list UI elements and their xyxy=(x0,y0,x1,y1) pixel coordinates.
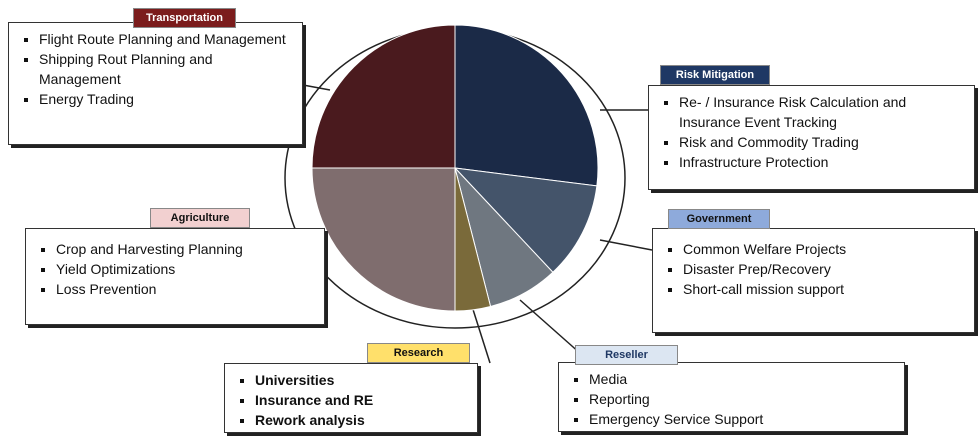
bullet-item: Media xyxy=(589,369,894,389)
pie-slice xyxy=(311,167,456,312)
bullet-item: Energy Trading xyxy=(39,89,292,109)
bullet-item: Insurance and RE xyxy=(255,390,467,410)
bullet-item: Infrastructure Protection xyxy=(679,152,964,172)
pie-slice xyxy=(454,24,599,187)
bullet-item: Flight Route Planning and Management xyxy=(39,29,292,49)
bullet-item: Emergency Service Support xyxy=(589,409,894,429)
bullet-list: MediaReportingEmergency Service Support xyxy=(589,369,894,429)
bullet-item: Disaster Prep/Recovery xyxy=(683,259,964,279)
bullet-list: Flight Route Planning and ManagementShip… xyxy=(39,29,292,109)
bullet-item: Loss Prevention xyxy=(56,279,314,299)
bullet-item: Rework analysis xyxy=(255,410,467,430)
connector xyxy=(302,84,331,91)
callout-box: Crop and Harvesting PlanningYield Optimi… xyxy=(25,228,325,325)
connector xyxy=(469,299,491,364)
callout-label: Agriculture xyxy=(150,208,250,228)
connector xyxy=(599,239,653,251)
bullet-item: Shipping Rout Planning and Management xyxy=(39,49,292,89)
callout-label: Transportation xyxy=(133,8,236,28)
bullet-item: Common Welfare Projects xyxy=(683,239,964,259)
bullet-item: Crop and Harvesting Planning xyxy=(56,239,314,259)
callout-label: Research xyxy=(367,343,470,363)
callout-box: MediaReportingEmergency Service Support xyxy=(558,362,905,432)
bullet-item: Reporting xyxy=(589,389,894,409)
bullet-item: Risk and Commodity Trading xyxy=(679,132,964,152)
pie-slice xyxy=(453,167,598,273)
callout-label: Reseller xyxy=(575,345,678,365)
pie-slice xyxy=(311,24,456,169)
bullet-list: Re- / Insurance Risk Calculation and Ins… xyxy=(679,92,964,172)
pie xyxy=(311,24,599,312)
bullet-item: Short-call mission support xyxy=(683,279,964,299)
bullet-list: UniversitiesInsurance and RERework analy… xyxy=(255,370,467,430)
bullet-item: Re- / Insurance Risk Calculation and Ins… xyxy=(679,92,964,132)
bullet-list: Crop and Harvesting PlanningYield Optimi… xyxy=(56,239,314,299)
callout-box: Flight Route Planning and ManagementShip… xyxy=(8,22,303,145)
callout-box: Common Welfare ProjectsDisaster Prep/Rec… xyxy=(652,228,975,333)
callout-label: Risk Mitigation xyxy=(660,65,770,85)
bullet-item: Universities xyxy=(255,370,467,390)
callout-box: UniversitiesInsurance and RERework analy… xyxy=(224,363,478,433)
bullet-item: Yield Optimizations xyxy=(56,259,314,279)
callout-label: Government xyxy=(668,209,770,229)
callout-box: Re- / Insurance Risk Calculation and Ins… xyxy=(648,85,975,190)
bullet-list: Common Welfare ProjectsDisaster Prep/Rec… xyxy=(683,239,964,299)
